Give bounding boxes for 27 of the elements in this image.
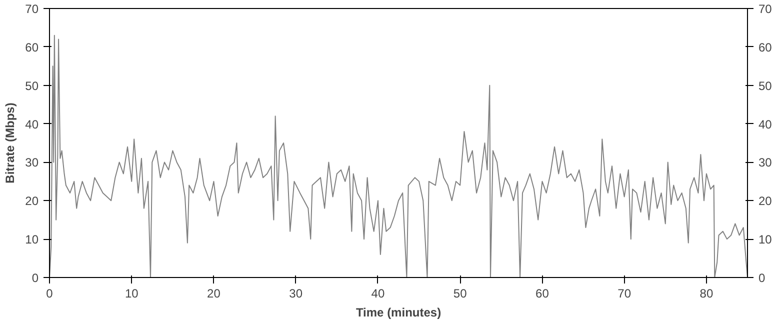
y2-tick-label: 60 <box>758 40 772 54</box>
y-tick-label: 0 <box>32 271 39 285</box>
x-tick-label: 20 <box>207 286 221 300</box>
y2-tick-label: 10 <box>758 232 772 247</box>
x-axis-title: Time (minutes) <box>356 306 442 320</box>
y-tick-label: 30 <box>25 156 39 170</box>
y-tick-label: 20 <box>25 194 39 208</box>
y-tick-label: 70 <box>25 2 39 16</box>
y-axis-title: Bitrate (Mbps) <box>3 102 18 184</box>
y2-tick-label: 30 <box>758 156 772 170</box>
x-tick-label: 30 <box>289 286 303 300</box>
x-tick-label: 80 <box>700 286 714 300</box>
y-tick-label: 60 <box>25 40 39 54</box>
y2-tick-label: 50 <box>758 78 772 93</box>
x-tick-label: 0 <box>46 286 54 300</box>
x-tick-label: 60 <box>536 286 550 300</box>
y2-tick-label: 70 <box>758 2 772 16</box>
x-tick-label: 50 <box>453 286 468 300</box>
y2-tick-label: 20 <box>758 194 772 208</box>
x-tick-label: 10 <box>124 286 139 300</box>
x-tick-label: 40 <box>371 286 385 300</box>
y-tick-label: 50 <box>25 78 39 93</box>
y2-tick-label: 0 <box>758 271 766 285</box>
y2-tick-label: 40 <box>758 117 772 132</box>
y-tick-label: 10 <box>25 232 39 247</box>
x-tick-label: 70 <box>618 286 632 300</box>
y-tick-label: 40 <box>25 117 39 132</box>
